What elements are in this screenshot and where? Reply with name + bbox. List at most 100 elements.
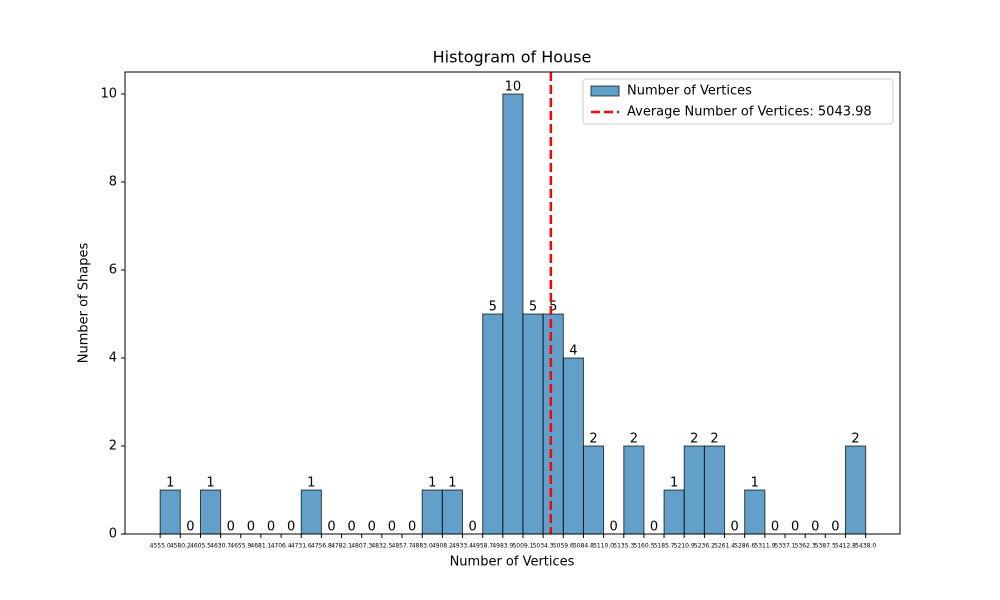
data-label: 0 (791, 520, 799, 535)
data-label: 0 (811, 520, 819, 535)
data-label: 0 (267, 520, 275, 535)
x-tick-label: 4983.9 (492, 543, 513, 550)
y-tick-label: 0 (109, 527, 117, 542)
bar (482, 313, 504, 535)
x-tick-label: 5210.9 (674, 543, 695, 550)
data-label: 0 (368, 520, 376, 535)
x-tick-label: 5034.3 (533, 543, 554, 550)
x-tick-label: 4807.3 (351, 543, 372, 550)
data-label: 0 (730, 520, 738, 535)
data-label: 0 (327, 520, 335, 535)
data-label: 5 (529, 300, 537, 315)
x-tick-label: 5438.0 (855, 543, 876, 550)
x-tick-label: 4655.9 (230, 543, 251, 550)
chart-title: Histogram of House (433, 48, 592, 67)
data-label: 0 (831, 520, 839, 535)
data-label: 0 (388, 520, 396, 535)
data-label: 10 (505, 80, 522, 95)
x-tick-label: 5337.1 (775, 543, 796, 550)
x-tick-label: 4681.1 (250, 543, 271, 550)
data-label: 1 (670, 476, 678, 491)
x-tick-label: 4883.0 (412, 543, 433, 550)
x-tick-label: 4580.2 (170, 543, 191, 550)
bar (502, 93, 524, 535)
data-label: 0 (610, 520, 618, 535)
y-axis-label: Number of Shapes (77, 243, 92, 364)
x-tick-label: 5261.4 (714, 543, 735, 550)
x-tick-label: 4832.5 (371, 543, 392, 550)
y-tick-label: 8 (109, 175, 117, 190)
data-label: 0 (771, 520, 779, 535)
data-label: 0 (348, 520, 356, 535)
data-label: 1 (448, 476, 456, 491)
data-label: 5 (549, 300, 557, 315)
x-tick-label: 5160.5 (633, 543, 654, 550)
bar (703, 445, 726, 535)
bar (744, 489, 766, 535)
data-label: 0 (468, 520, 476, 535)
x-tick-label: 5185.7 (654, 543, 675, 550)
data-label: 0 (408, 520, 416, 535)
x-tick-label: 4857.7 (392, 543, 413, 550)
x-tick-label: 4756.8 (311, 543, 332, 550)
data-label: 1 (206, 476, 214, 491)
bar (845, 445, 867, 535)
bar (159, 489, 181, 535)
data-label: 2 (710, 432, 718, 447)
bar (542, 313, 564, 535)
data-label: 2 (630, 432, 638, 447)
data-label: 0 (287, 520, 295, 535)
legend-label: Average Number of Vertices: 5043.98 (627, 105, 872, 120)
x-tick-label: 4605.5 (190, 543, 211, 550)
bar (300, 489, 322, 535)
data-label: 2 (851, 432, 859, 447)
bar (623, 445, 645, 535)
x-tick-label: 5236.2 (694, 543, 715, 550)
x-tick-label: 5362.3 (795, 543, 816, 550)
bar (421, 489, 443, 535)
data-label: 1 (166, 476, 174, 491)
legend-box (582, 78, 894, 125)
x-tick-label: 5135.3 (613, 543, 634, 550)
data-label: 5 (489, 300, 497, 315)
x-tick-label: 5286.6 (734, 543, 755, 550)
bar (562, 357, 584, 535)
x-tick-label: 4782.1 (331, 543, 352, 550)
data-label: 0 (650, 520, 658, 535)
legend-label: Number of Vertices (627, 84, 752, 99)
y-tick-label: 6 (109, 263, 117, 278)
x-axis-label: Number of Vertices (450, 555, 575, 570)
x-tick-label: 5084.8 (573, 543, 594, 550)
y-tick-label: 10 (100, 87, 117, 102)
data-label: 2 (690, 432, 698, 447)
bar (663, 489, 685, 535)
x-tick-label: 5110.0 (593, 543, 614, 550)
x-tick-label: 4731.6 (291, 543, 312, 550)
data-label: 2 (589, 432, 597, 447)
x-tick-label: 4706.4 (271, 543, 292, 550)
x-tick-label: 4933.4 (452, 543, 473, 550)
data-label: 4 (569, 344, 577, 359)
data-label: 1 (751, 476, 759, 491)
legend-swatch (590, 85, 620, 97)
data-label: 0 (247, 520, 255, 535)
x-tick-label: 4630.7 (210, 543, 231, 550)
x-tick-label: 4555.0 (150, 543, 171, 550)
x-tick-label: 5059.6 (553, 543, 574, 550)
bar (683, 445, 705, 535)
x-tick-label: 4908.2 (432, 543, 453, 550)
x-tick-label: 5412.8 (835, 543, 856, 550)
data-label: 0 (186, 520, 194, 535)
bar (441, 489, 463, 535)
data-label: 1 (307, 476, 315, 491)
data-label: 0 (227, 520, 235, 535)
x-tick-label: 5387.5 (815, 543, 836, 550)
bar (522, 313, 544, 535)
axes-frame (124, 71, 901, 535)
y-tick-label: 2 (109, 439, 117, 454)
x-tick-label: 4958.7 (472, 543, 493, 550)
data-label: 1 (428, 476, 436, 491)
bar (582, 445, 605, 535)
x-tick-label: 5311.9 (754, 543, 775, 550)
